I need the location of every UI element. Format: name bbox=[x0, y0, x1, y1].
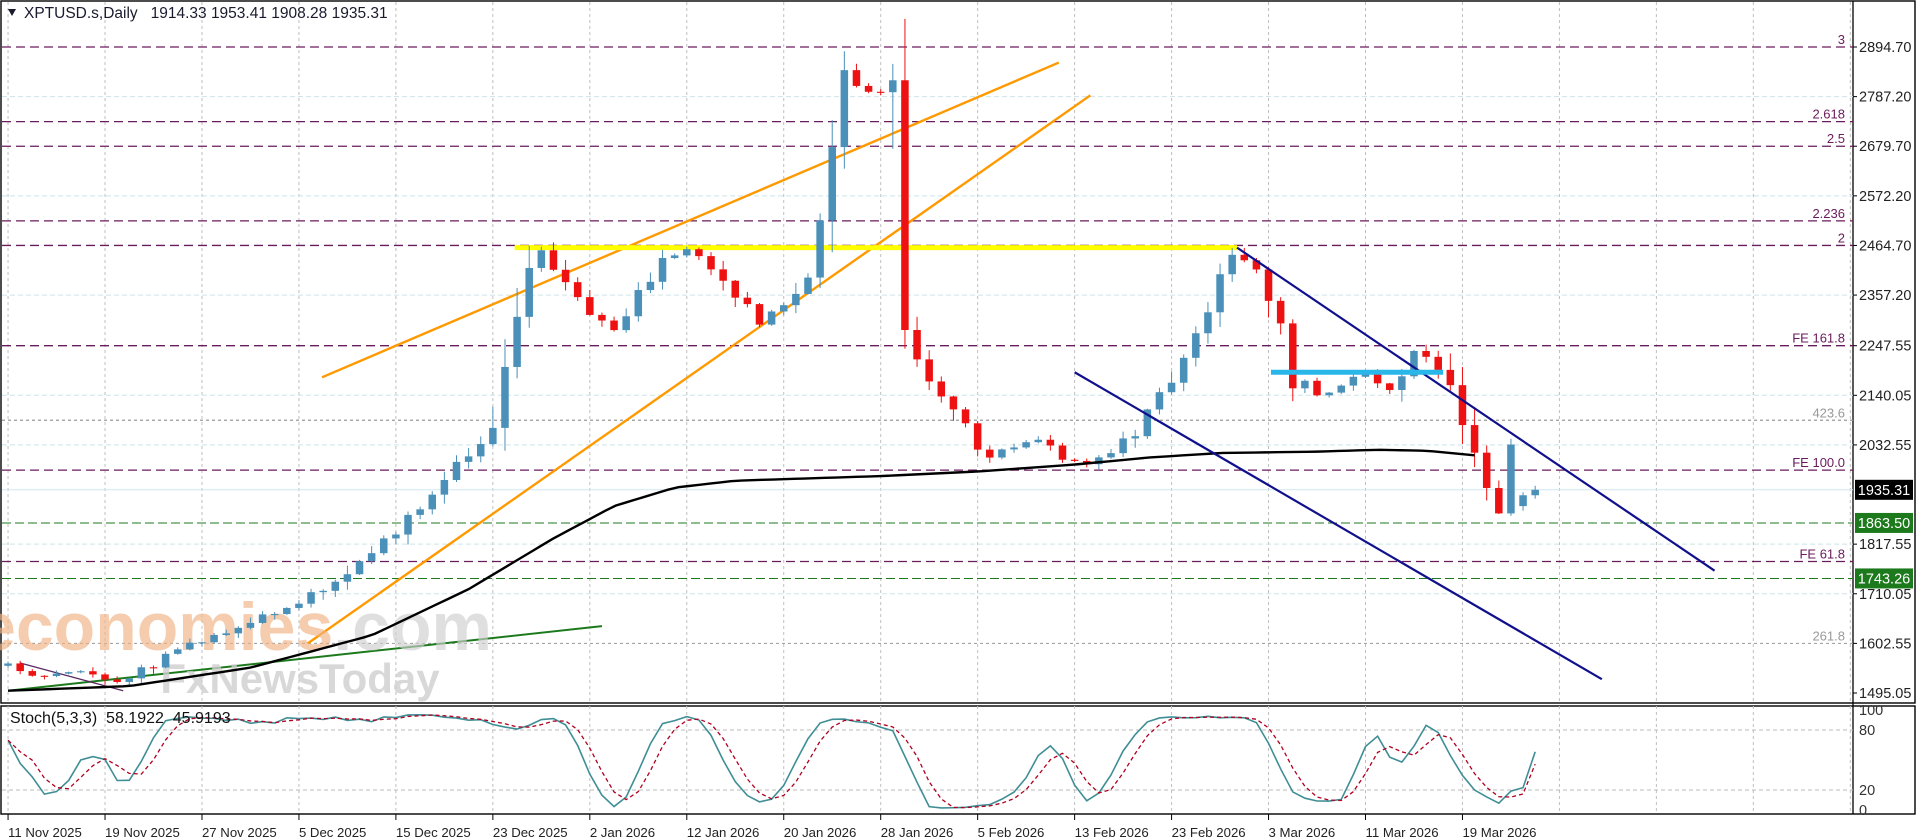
svg-text:11 Mar 2026: 11 Mar 2026 bbox=[1366, 825, 1439, 840]
svg-text:1863.50: 1863.50 bbox=[1858, 516, 1910, 532]
svg-text:23 Dec 2025: 23 Dec 2025 bbox=[493, 825, 568, 840]
svg-text:5 Dec 2025: 5 Dec 2025 bbox=[299, 825, 366, 840]
svg-text:11 Nov 2025: 11 Nov 2025 bbox=[8, 825, 82, 840]
svg-text:2572.20: 2572.20 bbox=[1859, 189, 1911, 205]
svg-text:19 Mar 2026: 19 Mar 2026 bbox=[1462, 825, 1536, 840]
svg-text:2: 2 bbox=[1838, 230, 1845, 245]
svg-text:13 Feb 2026: 13 Feb 2026 bbox=[1075, 825, 1149, 840]
svg-text:2679.70: 2679.70 bbox=[1859, 139, 1911, 155]
svg-text:FE 161.8: FE 161.8 bbox=[1792, 331, 1845, 346]
svg-text:2464.70: 2464.70 bbox=[1859, 238, 1911, 254]
svg-text:261.8: 261.8 bbox=[1812, 628, 1845, 643]
svg-text:0: 0 bbox=[1859, 803, 1867, 819]
svg-text:1710.05: 1710.05 bbox=[1859, 587, 1911, 603]
svg-text:FxNewsToday: FxNewsToday bbox=[160, 655, 440, 702]
svg-text:2894.70: 2894.70 bbox=[1859, 40, 1911, 56]
svg-text:2.5: 2.5 bbox=[1827, 131, 1845, 146]
svg-text:2140.05: 2140.05 bbox=[1859, 388, 1911, 404]
svg-text:1495.05: 1495.05 bbox=[1859, 686, 1911, 702]
svg-text:1602.55: 1602.55 bbox=[1859, 636, 1911, 652]
svg-text:28 Jan 2026: 28 Jan 2026 bbox=[881, 825, 954, 840]
svg-text:1743.26: 1743.26 bbox=[1858, 571, 1910, 587]
svg-text:2.236: 2.236 bbox=[1812, 206, 1845, 221]
svg-text:economies.com: economies.com bbox=[0, 589, 492, 665]
svg-text:1817.55: 1817.55 bbox=[1859, 537, 1911, 553]
svg-text:2 Jan 2026: 2 Jan 2026 bbox=[590, 825, 655, 840]
svg-text:5 Feb 2026: 5 Feb 2026 bbox=[978, 825, 1045, 840]
svg-text:27 Nov 2025: 27 Nov 2025 bbox=[202, 825, 277, 840]
svg-text:100: 100 bbox=[1859, 703, 1883, 719]
svg-text:2247.55: 2247.55 bbox=[1859, 339, 1911, 355]
svg-text:XPTUSD.s,Daily 1914.33 1953.: XPTUSD.s,Daily 1914.33 1953.41 1908.28 1… bbox=[24, 5, 388, 22]
svg-text:2787.20: 2787.20 bbox=[1859, 90, 1911, 106]
svg-text:20: 20 bbox=[1859, 783, 1875, 799]
svg-text:3: 3 bbox=[1838, 32, 1845, 47]
svg-text:2032.55: 2032.55 bbox=[1859, 438, 1911, 454]
svg-text:2357.20: 2357.20 bbox=[1859, 288, 1911, 304]
svg-text:12 Jan 2026: 12 Jan 2026 bbox=[687, 825, 760, 840]
svg-text:23 Feb 2026: 23 Feb 2026 bbox=[1172, 825, 1246, 840]
svg-text:1935.31: 1935.31 bbox=[1858, 483, 1910, 499]
svg-text:15 Dec 2025: 15 Dec 2025 bbox=[396, 825, 471, 840]
svg-text:19 Nov 2025: 19 Nov 2025 bbox=[105, 825, 180, 840]
svg-text:Stoch(5,3,3) 58.1922 45.9193: Stoch(5,3,3) 58.1922 45.9193 bbox=[10, 710, 231, 727]
svg-text:FE 100.0: FE 100.0 bbox=[1792, 455, 1845, 470]
svg-text:423.6: 423.6 bbox=[1812, 405, 1845, 420]
svg-text:3 Mar 2026: 3 Mar 2026 bbox=[1269, 825, 1336, 840]
svg-text:2.618: 2.618 bbox=[1812, 107, 1845, 122]
svg-text:20 Jan 2026: 20 Jan 2026 bbox=[784, 825, 857, 840]
svg-text:FE 61.8: FE 61.8 bbox=[1799, 546, 1845, 561]
svg-text:80: 80 bbox=[1859, 723, 1875, 739]
